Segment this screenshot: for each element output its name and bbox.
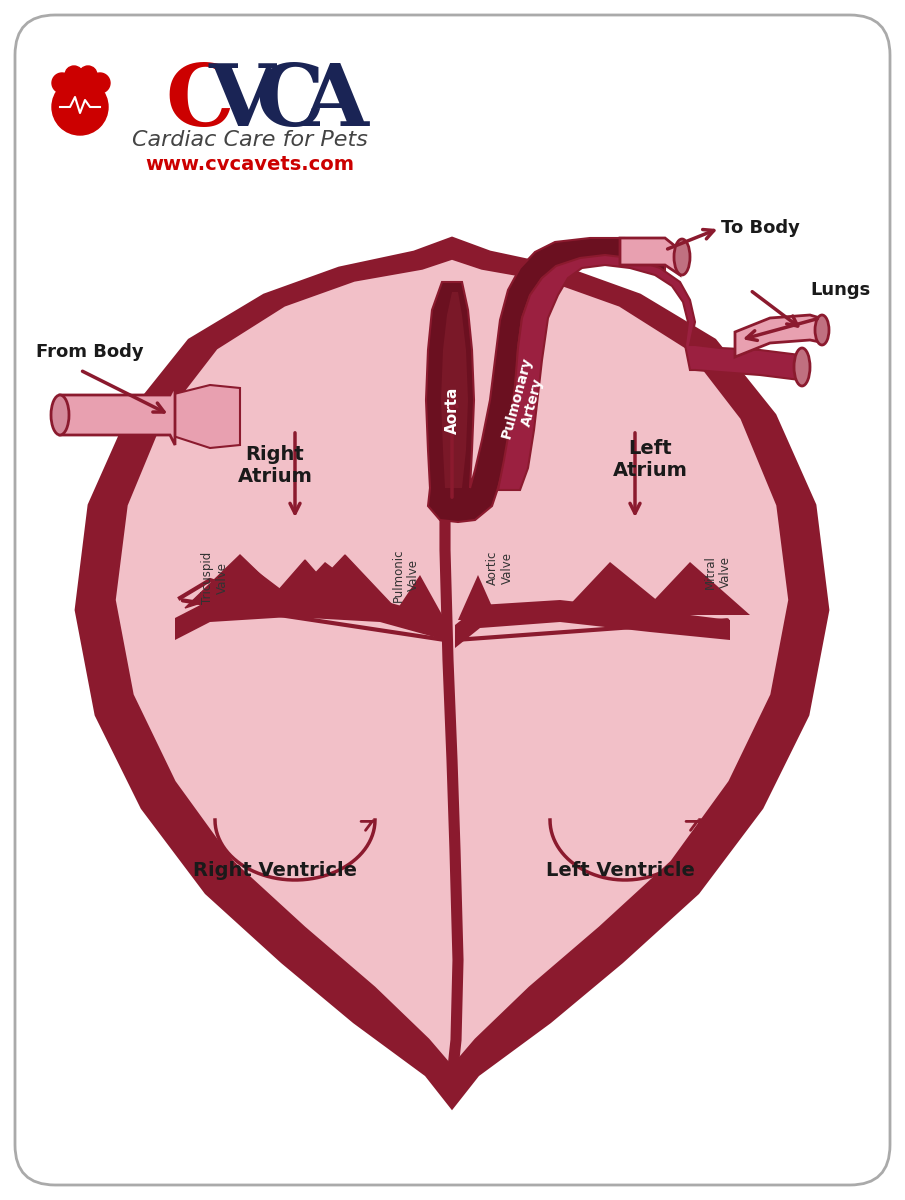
Ellipse shape	[674, 239, 690, 275]
Text: From Body: From Body	[36, 343, 144, 361]
Circle shape	[52, 79, 108, 134]
Polygon shape	[76, 238, 828, 1108]
Text: C: C	[255, 60, 323, 144]
FancyBboxPatch shape	[15, 14, 890, 1186]
Polygon shape	[458, 575, 498, 620]
Text: Cardiac Care for Pets: Cardiac Care for Pets	[132, 130, 368, 150]
Ellipse shape	[51, 395, 69, 434]
Text: V: V	[208, 60, 275, 144]
Circle shape	[52, 73, 72, 92]
Circle shape	[65, 66, 83, 84]
Polygon shape	[295, 554, 395, 608]
Text: Left
Atrium: Left Atrium	[613, 439, 688, 480]
Polygon shape	[498, 254, 800, 490]
Polygon shape	[114, 258, 790, 1068]
Polygon shape	[441, 292, 468, 488]
Text: Right Ventricle: Right Ventricle	[193, 860, 357, 880]
Polygon shape	[426, 238, 665, 522]
Polygon shape	[640, 562, 750, 614]
Ellipse shape	[815, 314, 829, 346]
Polygon shape	[185, 554, 295, 608]
Polygon shape	[560, 562, 675, 614]
Ellipse shape	[794, 348, 810, 386]
Text: www.cvcavets.com: www.cvcavets.com	[146, 155, 355, 174]
Text: Mitral
Valve: Mitral Valve	[704, 556, 732, 589]
Polygon shape	[390, 575, 445, 620]
Polygon shape	[620, 238, 680, 275]
Polygon shape	[175, 595, 445, 640]
Text: Pulmonary
Artery: Pulmonary Artery	[500, 355, 550, 444]
Polygon shape	[170, 385, 240, 448]
Circle shape	[90, 73, 110, 92]
Text: A: A	[302, 60, 369, 144]
Text: Pulmonic
Valve: Pulmonic Valve	[392, 548, 420, 601]
Text: To Body: To Body	[720, 218, 799, 236]
Polygon shape	[200, 560, 270, 600]
Polygon shape	[455, 600, 730, 648]
Text: Tricuspid
Valve: Tricuspid Valve	[201, 552, 229, 604]
Polygon shape	[190, 562, 315, 614]
Text: Aorta: Aorta	[444, 386, 460, 433]
Text: Right
Atrium: Right Atrium	[238, 444, 312, 486]
Polygon shape	[60, 385, 175, 445]
Polygon shape	[270, 560, 340, 600]
Polygon shape	[275, 562, 395, 614]
Circle shape	[79, 66, 97, 84]
Text: Aortic
Valve: Aortic Valve	[486, 551, 514, 586]
Polygon shape	[735, 314, 820, 358]
Text: Left Ventricle: Left Ventricle	[546, 860, 694, 880]
Text: Lungs: Lungs	[810, 281, 870, 299]
Text: C: C	[165, 60, 233, 144]
